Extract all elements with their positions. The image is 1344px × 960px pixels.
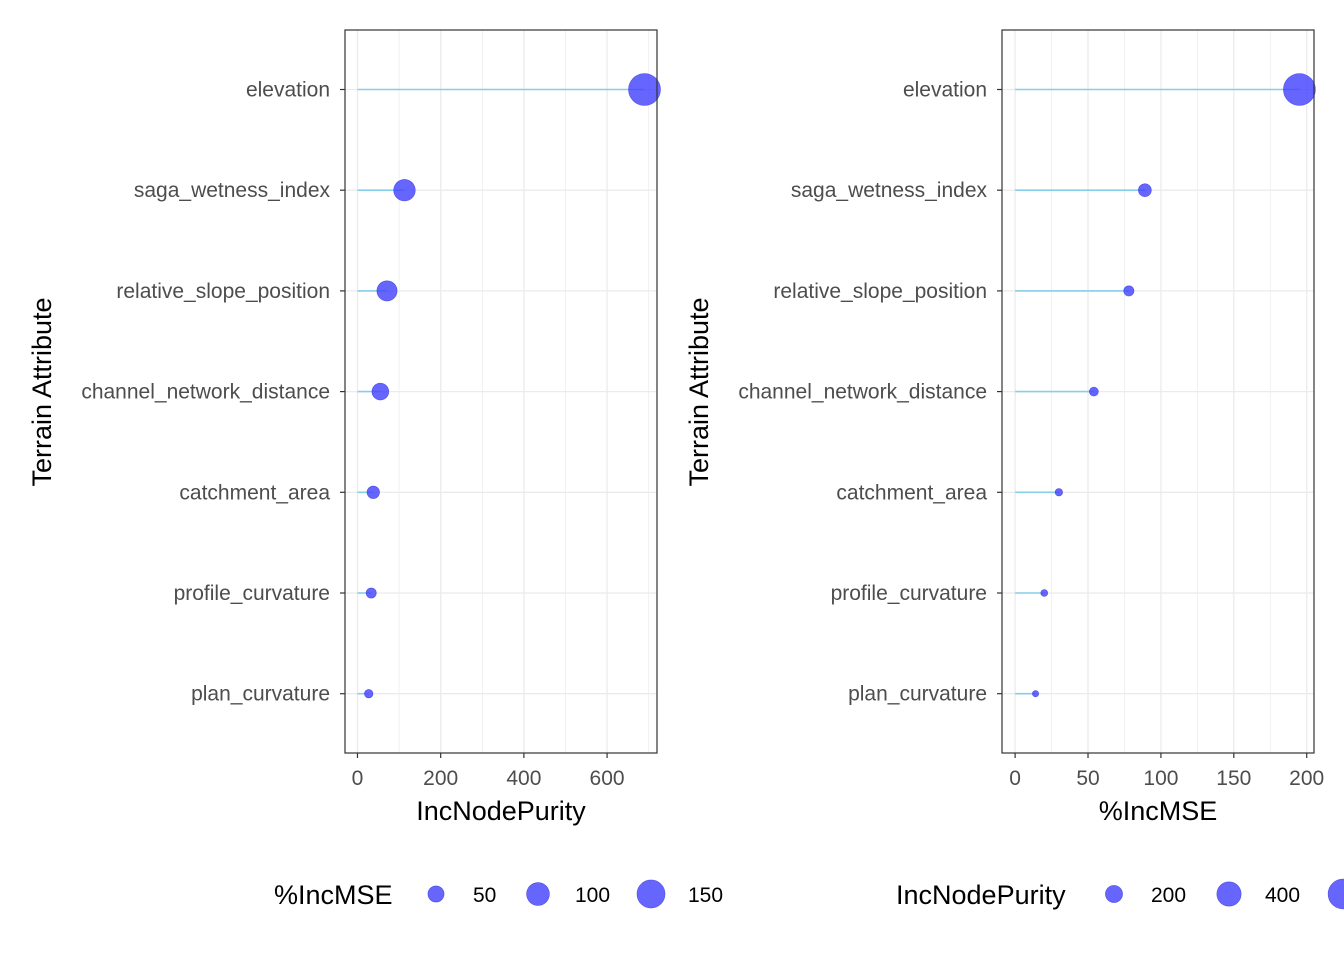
panel-left-marks: [357, 73, 661, 699]
right-point-saga_wetness_index: [1138, 183, 1152, 197]
left-point-channel_network_distance: [371, 382, 390, 401]
right-y-tick-label: channel_network_distance: [738, 381, 987, 404]
left-legend-label: 50: [473, 884, 496, 907]
panel-left-y-ticks: elevation saga_wetness_index relative_slop…: [81, 79, 345, 706]
right-y-tick-label: relative_slope_position: [773, 280, 987, 303]
right-point-channel_network_distance: [1089, 386, 1099, 397]
left-legend-label: 100: [575, 884, 610, 907]
right-x-tick-label: 50: [1076, 767, 1099, 790]
left-point-plan_curvature: [364, 689, 374, 699]
left-point-saga_wetness_index: [393, 179, 416, 202]
right-y-tick-label: elevation: [903, 79, 987, 102]
right-legend-label: 200: [1151, 884, 1186, 907]
right-x-tick-label: 150: [1216, 767, 1251, 790]
left-legend-key: [427, 885, 445, 903]
right-legend-label: 400: [1265, 884, 1300, 907]
right-legend-key: [1327, 878, 1344, 910]
panel-left: elevation saga_wetness_index relative_slop…: [27, 29, 723, 910]
left-y-tick-label: plan_curvature: [191, 683, 330, 706]
panel-right-legend-title: IncNodePurity: [896, 880, 1066, 910]
left-y-tick-label: saga_wetness_index: [134, 179, 331, 202]
right-point-profile_curvature: [1040, 589, 1049, 597]
left-legend-label: 150: [688, 884, 723, 907]
right-y-tick-label: profile_curvature: [831, 582, 987, 605]
left-x-tick-label: 200: [423, 767, 458, 790]
right-x-tick-label: 0: [1009, 767, 1021, 790]
left-y-tick-label: profile_curvature: [174, 582, 330, 605]
panel-left-size-legend: %IncMSE 50 100 150: [274, 879, 723, 910]
panel-right-x-axis-title: %IncMSE: [1099, 796, 1218, 826]
right-x-tick-label: 200: [1289, 767, 1324, 790]
left-y-tick-label: catchment_area: [179, 481, 330, 504]
panel-left-x-ticks: 0 200 400 600: [352, 753, 625, 790]
right-point-relative_slope_position: [1123, 285, 1135, 297]
left-x-tick-label: 400: [506, 767, 541, 790]
left-x-tick-label: 0: [352, 767, 364, 790]
right-point-elevation: [1283, 73, 1316, 106]
left-point-catchment_area: [366, 485, 380, 499]
panel-right-size-legend: IncNodePurity 200 400: [896, 878, 1344, 910]
right-legend-key: [1105, 885, 1123, 903]
panel-left-x-axis-title: IncNodePurity: [416, 796, 586, 826]
panel-right-y-ticks: elevation saga_wetness_index relative_slop…: [738, 79, 1002, 706]
right-legend-key: [1216, 881, 1242, 907]
panel-right-y-axis-title: Terrain Attribute: [684, 297, 714, 486]
left-x-tick-label: 600: [590, 767, 625, 790]
right-point-plan_curvature: [1032, 690, 1039, 698]
left-legend-key: [526, 882, 550, 906]
right-x-tick-label: 100: [1143, 767, 1178, 790]
right-y-tick-label: plan_curvature: [848, 683, 987, 706]
left-point-relative_slope_position: [376, 280, 398, 302]
left-y-tick-label: relative_slope_position: [116, 280, 330, 303]
right-y-tick-label: saga_wetness_index: [791, 179, 988, 202]
right-y-tick-label: catchment_area: [836, 481, 987, 504]
left-y-tick-label: channel_network_distance: [81, 381, 330, 404]
left-y-tick-label: elevation: [246, 79, 330, 102]
panel-right-x-ticks: 0 50 100 150 200: [1009, 753, 1324, 790]
panel-right: elevation saga_wetness_index relative_slop…: [684, 29, 1344, 910]
panel-left-y-axis-title: Terrain Attribute: [27, 297, 57, 486]
panel-left-legend-title: %IncMSE: [274, 880, 393, 910]
panel-right-marks: [1015, 73, 1316, 698]
left-point-profile_curvature: [365, 587, 377, 599]
left-legend-key: [636, 879, 666, 909]
left-point-elevation: [628, 73, 661, 106]
right-point-catchment_area: [1054, 488, 1063, 497]
